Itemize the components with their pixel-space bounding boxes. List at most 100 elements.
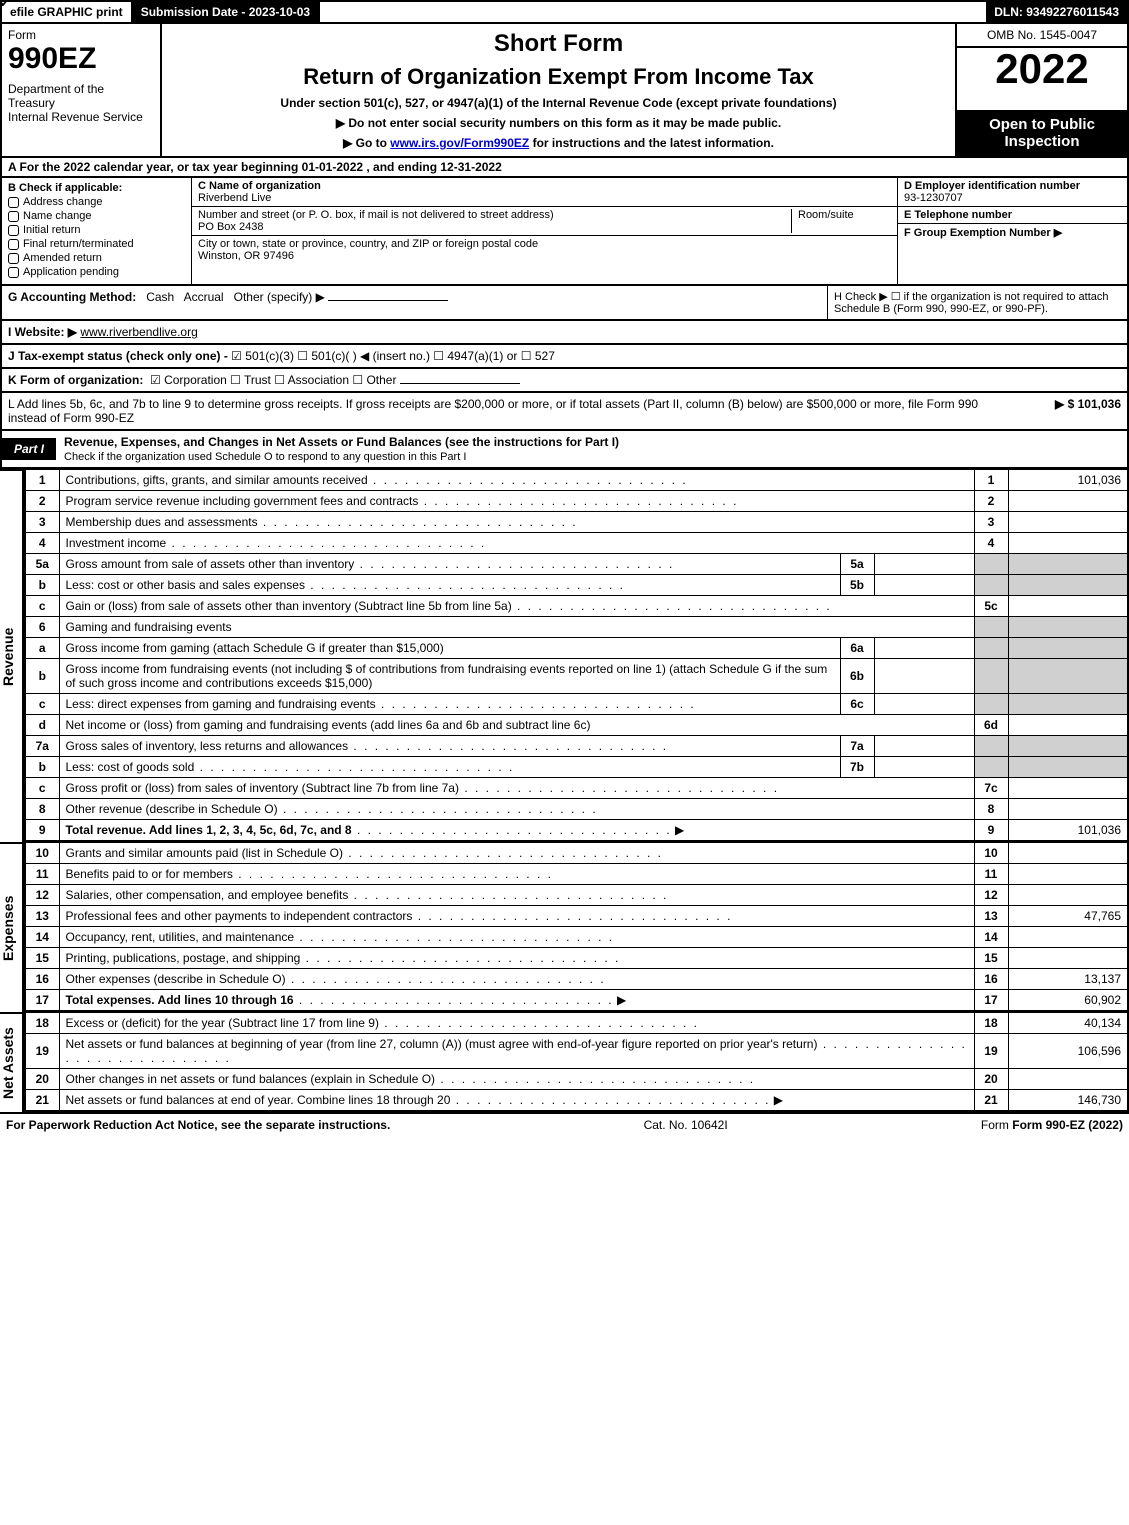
form-header-right: OMB No. 1545-0047 2022 Open to Public In… [955, 24, 1127, 156]
i-label: I Website: ▶ [8, 325, 77, 339]
g-label: G Accounting Method: [8, 290, 136, 304]
line-num: 20 [25, 1069, 59, 1090]
line-subval [874, 659, 974, 694]
line-rnum: 12 [974, 885, 1008, 906]
line-val [1008, 843, 1128, 864]
line-num: 16 [25, 969, 59, 990]
line-num: 21 [25, 1090, 59, 1112]
line-desc: Investment income [59, 533, 974, 554]
f-cell: F Group Exemption Number ▶ [898, 224, 1127, 284]
e-label: E Telephone number [904, 209, 1012, 221]
line-subval [874, 575, 974, 596]
department-label: Department of the Treasury Internal Reve… [8, 82, 154, 124]
line-20: 20Other changes in net assets or fund ba… [25, 1069, 1128, 1090]
line-num: 8 [25, 799, 59, 820]
note2-post: for instructions and the latest informat… [529, 136, 774, 150]
irs-link[interactable]: www.irs.gov/Form990EZ [390, 136, 529, 150]
footer-right: Form Form 990-EZ (2022) [981, 1118, 1123, 1132]
chk-amended-return[interactable]: Amended return [8, 252, 185, 264]
chk-address-change[interactable]: Address change [8, 196, 185, 208]
line-5c: cGain or (loss) from sale of assets othe… [25, 596, 1128, 617]
page-footer: For Paperwork Reduction Act Notice, see … [0, 1112, 1129, 1136]
line-num: 15 [25, 948, 59, 969]
line-val [1008, 533, 1128, 554]
line-rnum: 8 [974, 799, 1008, 820]
note-link: ▶ Go to www.irs.gov/Form990EZ for instru… [172, 136, 945, 150]
org-name: Riverbend Live [198, 192, 271, 204]
chk-application-pending[interactable]: Application pending [8, 266, 185, 278]
d-label: D Employer identification number [904, 180, 1080, 192]
l-text: L Add lines 5b, 6c, and 7b to line 9 to … [8, 397, 1001, 425]
c-city-cell: City or town, state or province, country… [192, 236, 897, 264]
line-rnum: 5c [974, 596, 1008, 617]
g-other-blank [328, 300, 448, 301]
line-val [1008, 1069, 1128, 1090]
g-accrual: Accrual [184, 290, 224, 304]
chk-initial-return[interactable]: Initial return [8, 224, 185, 236]
line-rnum: 17 [974, 990, 1008, 1012]
line-5a: 5aGross amount from sale of assets other… [25, 554, 1128, 575]
line-num: 13 [25, 906, 59, 927]
line-desc: Gain or (loss) from sale of assets other… [59, 596, 974, 617]
line-subnum: 5b [840, 575, 874, 596]
line-val: 47,765 [1008, 906, 1128, 927]
line-subval [874, 757, 974, 778]
line-21: 21Net assets or fund balances at end of … [25, 1090, 1128, 1112]
chk-final-return[interactable]: Final return/terminated [8, 238, 185, 250]
shade-cell [974, 638, 1008, 659]
line-desc: Contributions, gifts, grants, and simila… [59, 470, 974, 491]
line-rnum: 21 [974, 1090, 1008, 1112]
shade-cell [974, 617, 1008, 638]
shade-cell [1008, 694, 1128, 715]
d-cell: D Employer identification number 93-1230… [898, 178, 1127, 207]
efile-label: efile GRAPHIC print [2, 2, 133, 22]
line-val [1008, 778, 1128, 799]
checkbox-icon [8, 225, 19, 236]
website-link[interactable]: www.riverbendlive.org [80, 325, 197, 339]
line-num: 3 [25, 512, 59, 533]
line-subnum: 7a [840, 736, 874, 757]
chk-label: Application pending [23, 266, 119, 278]
k-label: K Form of organization: [8, 373, 143, 387]
line-val: 13,137 [1008, 969, 1128, 990]
form-header-center: Short Form Return of Organization Exempt… [162, 24, 955, 156]
line-num: b [25, 757, 59, 778]
line-desc: Other changes in net assets or fund bala… [59, 1069, 974, 1090]
section-b: B Check if applicable: Address change Na… [2, 178, 192, 284]
checkbox-icon [8, 211, 19, 222]
part1-tab: Part I [2, 438, 56, 460]
topbar-spacer [320, 2, 986, 22]
line-num: 5a [25, 554, 59, 575]
line-rnum: 16 [974, 969, 1008, 990]
open-to-public: Open to Public Inspection [957, 110, 1127, 156]
section-h: H Check ▶ ☐ if the organization is not r… [827, 286, 1127, 319]
shade-cell [974, 575, 1008, 596]
submission-date: Submission Date - 2023-10-03 [133, 2, 320, 22]
shade-cell [1008, 638, 1128, 659]
title-short: Short Form [172, 30, 945, 58]
line-15: 15Printing, publications, postage, and s… [25, 948, 1128, 969]
line-desc: Gross profit or (loss) from sales of inv… [59, 778, 974, 799]
k-other-blank [400, 383, 520, 384]
line-val: 101,036 [1008, 470, 1128, 491]
chk-name-change[interactable]: Name change [8, 210, 185, 222]
part1-subtitle: Check if the organization used Schedule … [64, 451, 466, 463]
line-subval [874, 638, 974, 659]
line-rnum: 4 [974, 533, 1008, 554]
b-label: B Check if applicable: [8, 182, 185, 194]
line-num: 11 [25, 864, 59, 885]
k-options: ☑ Corporation ☐ Trust ☐ Association ☐ Ot… [150, 373, 396, 387]
checkbox-icon [8, 239, 19, 250]
line-num: b [25, 575, 59, 596]
line-val [1008, 491, 1128, 512]
section-def: D Employer identification number 93-1230… [897, 178, 1127, 284]
line-desc: Gross income from fundraising events (no… [59, 659, 840, 694]
room-label: Room/suite [798, 209, 854, 221]
line-num: 19 [25, 1034, 59, 1069]
gh-row: G Accounting Method: Cash Accrual Other … [0, 286, 1129, 321]
line-2: 2Program service revenue including gover… [25, 491, 1128, 512]
line-18: 18Excess or (deficit) for the year (Subt… [25, 1013, 1128, 1034]
line-desc: Occupancy, rent, utilities, and maintena… [59, 927, 974, 948]
line-6c: cLess: direct expenses from gaming and f… [25, 694, 1128, 715]
shade-cell [974, 659, 1008, 694]
